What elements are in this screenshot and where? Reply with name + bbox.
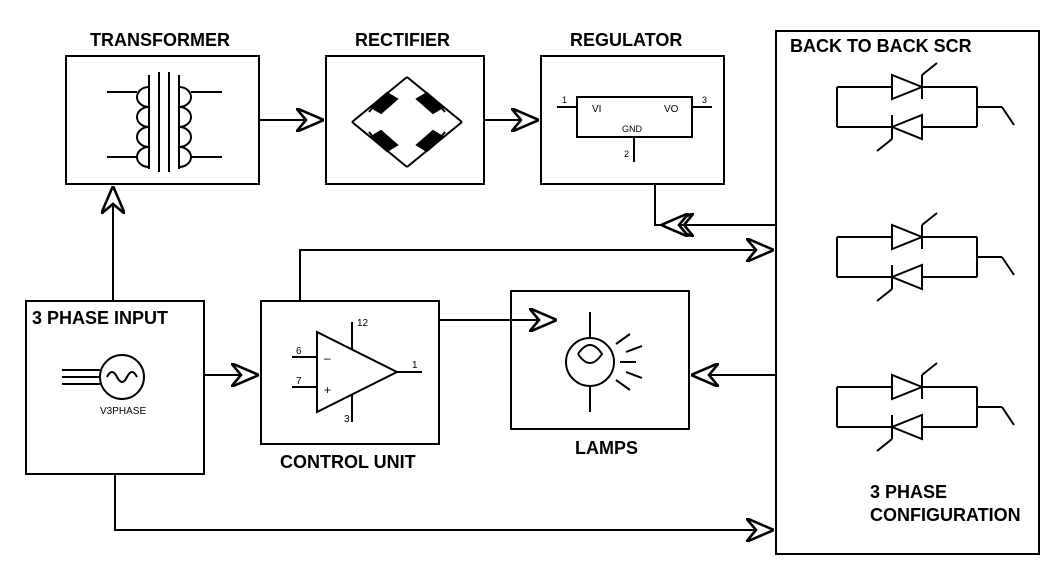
- label-control-unit: CONTROL UNIT: [280, 452, 416, 473]
- label-rectifier: RECTIFIER: [355, 30, 450, 51]
- block-control-unit: – + 12 6 7 3 1: [260, 300, 440, 445]
- block-regulator: VI VO GND 1 3 2: [540, 55, 725, 185]
- reg-pin-vo: VO: [664, 104, 679, 115]
- opamp-pin-a: 12: [357, 318, 369, 329]
- opamp-plus: +: [324, 383, 331, 397]
- opamp-pin-e: 1: [412, 360, 418, 371]
- label-scr: BACK TO BACK SCR: [790, 36, 972, 57]
- opamp-pin-d: 3: [344, 414, 350, 425]
- block-rectifier: [325, 55, 485, 185]
- block-scr: [775, 30, 1040, 555]
- label-3phase-config-2: CONFIGURATION: [870, 505, 1021, 526]
- reg-pin-3: 3: [702, 95, 707, 105]
- reg-pin-vi: VI: [592, 104, 601, 115]
- transformer-icon: [67, 57, 262, 187]
- label-3phase-input: 3 PHASE INPUT: [32, 308, 168, 329]
- lamp-icon: [512, 292, 692, 432]
- reg-pin-2: 2: [624, 149, 629, 159]
- scr-back-to-back-icon: [777, 32, 1042, 557]
- label-3phase-config-1: 3 PHASE: [870, 482, 947, 503]
- label-regulator: REGULATOR: [570, 30, 682, 51]
- opamp-minus: –: [324, 351, 331, 365]
- opamp-pin-b: 6: [296, 346, 302, 357]
- v3phase-text: V3PHASE: [100, 406, 146, 417]
- block-transformer: [65, 55, 260, 185]
- opamp-pin-c: 7: [296, 376, 302, 387]
- opamp-icon: – + 12 6 7 3 1: [262, 302, 442, 447]
- block-lamps: [510, 290, 690, 430]
- reg-pin-gnd: GND: [622, 124, 643, 134]
- label-lamps: LAMPS: [575, 438, 638, 459]
- diagram-stage: VI VO GND 1 3 2 V3PHASE – +: [0, 0, 1060, 580]
- regulator-icon: VI VO GND 1 3 2: [542, 57, 727, 187]
- reg-pin-1: 1: [562, 95, 567, 105]
- label-transformer: TRANSFORMER: [90, 30, 230, 51]
- rectifier-icon: [327, 57, 487, 187]
